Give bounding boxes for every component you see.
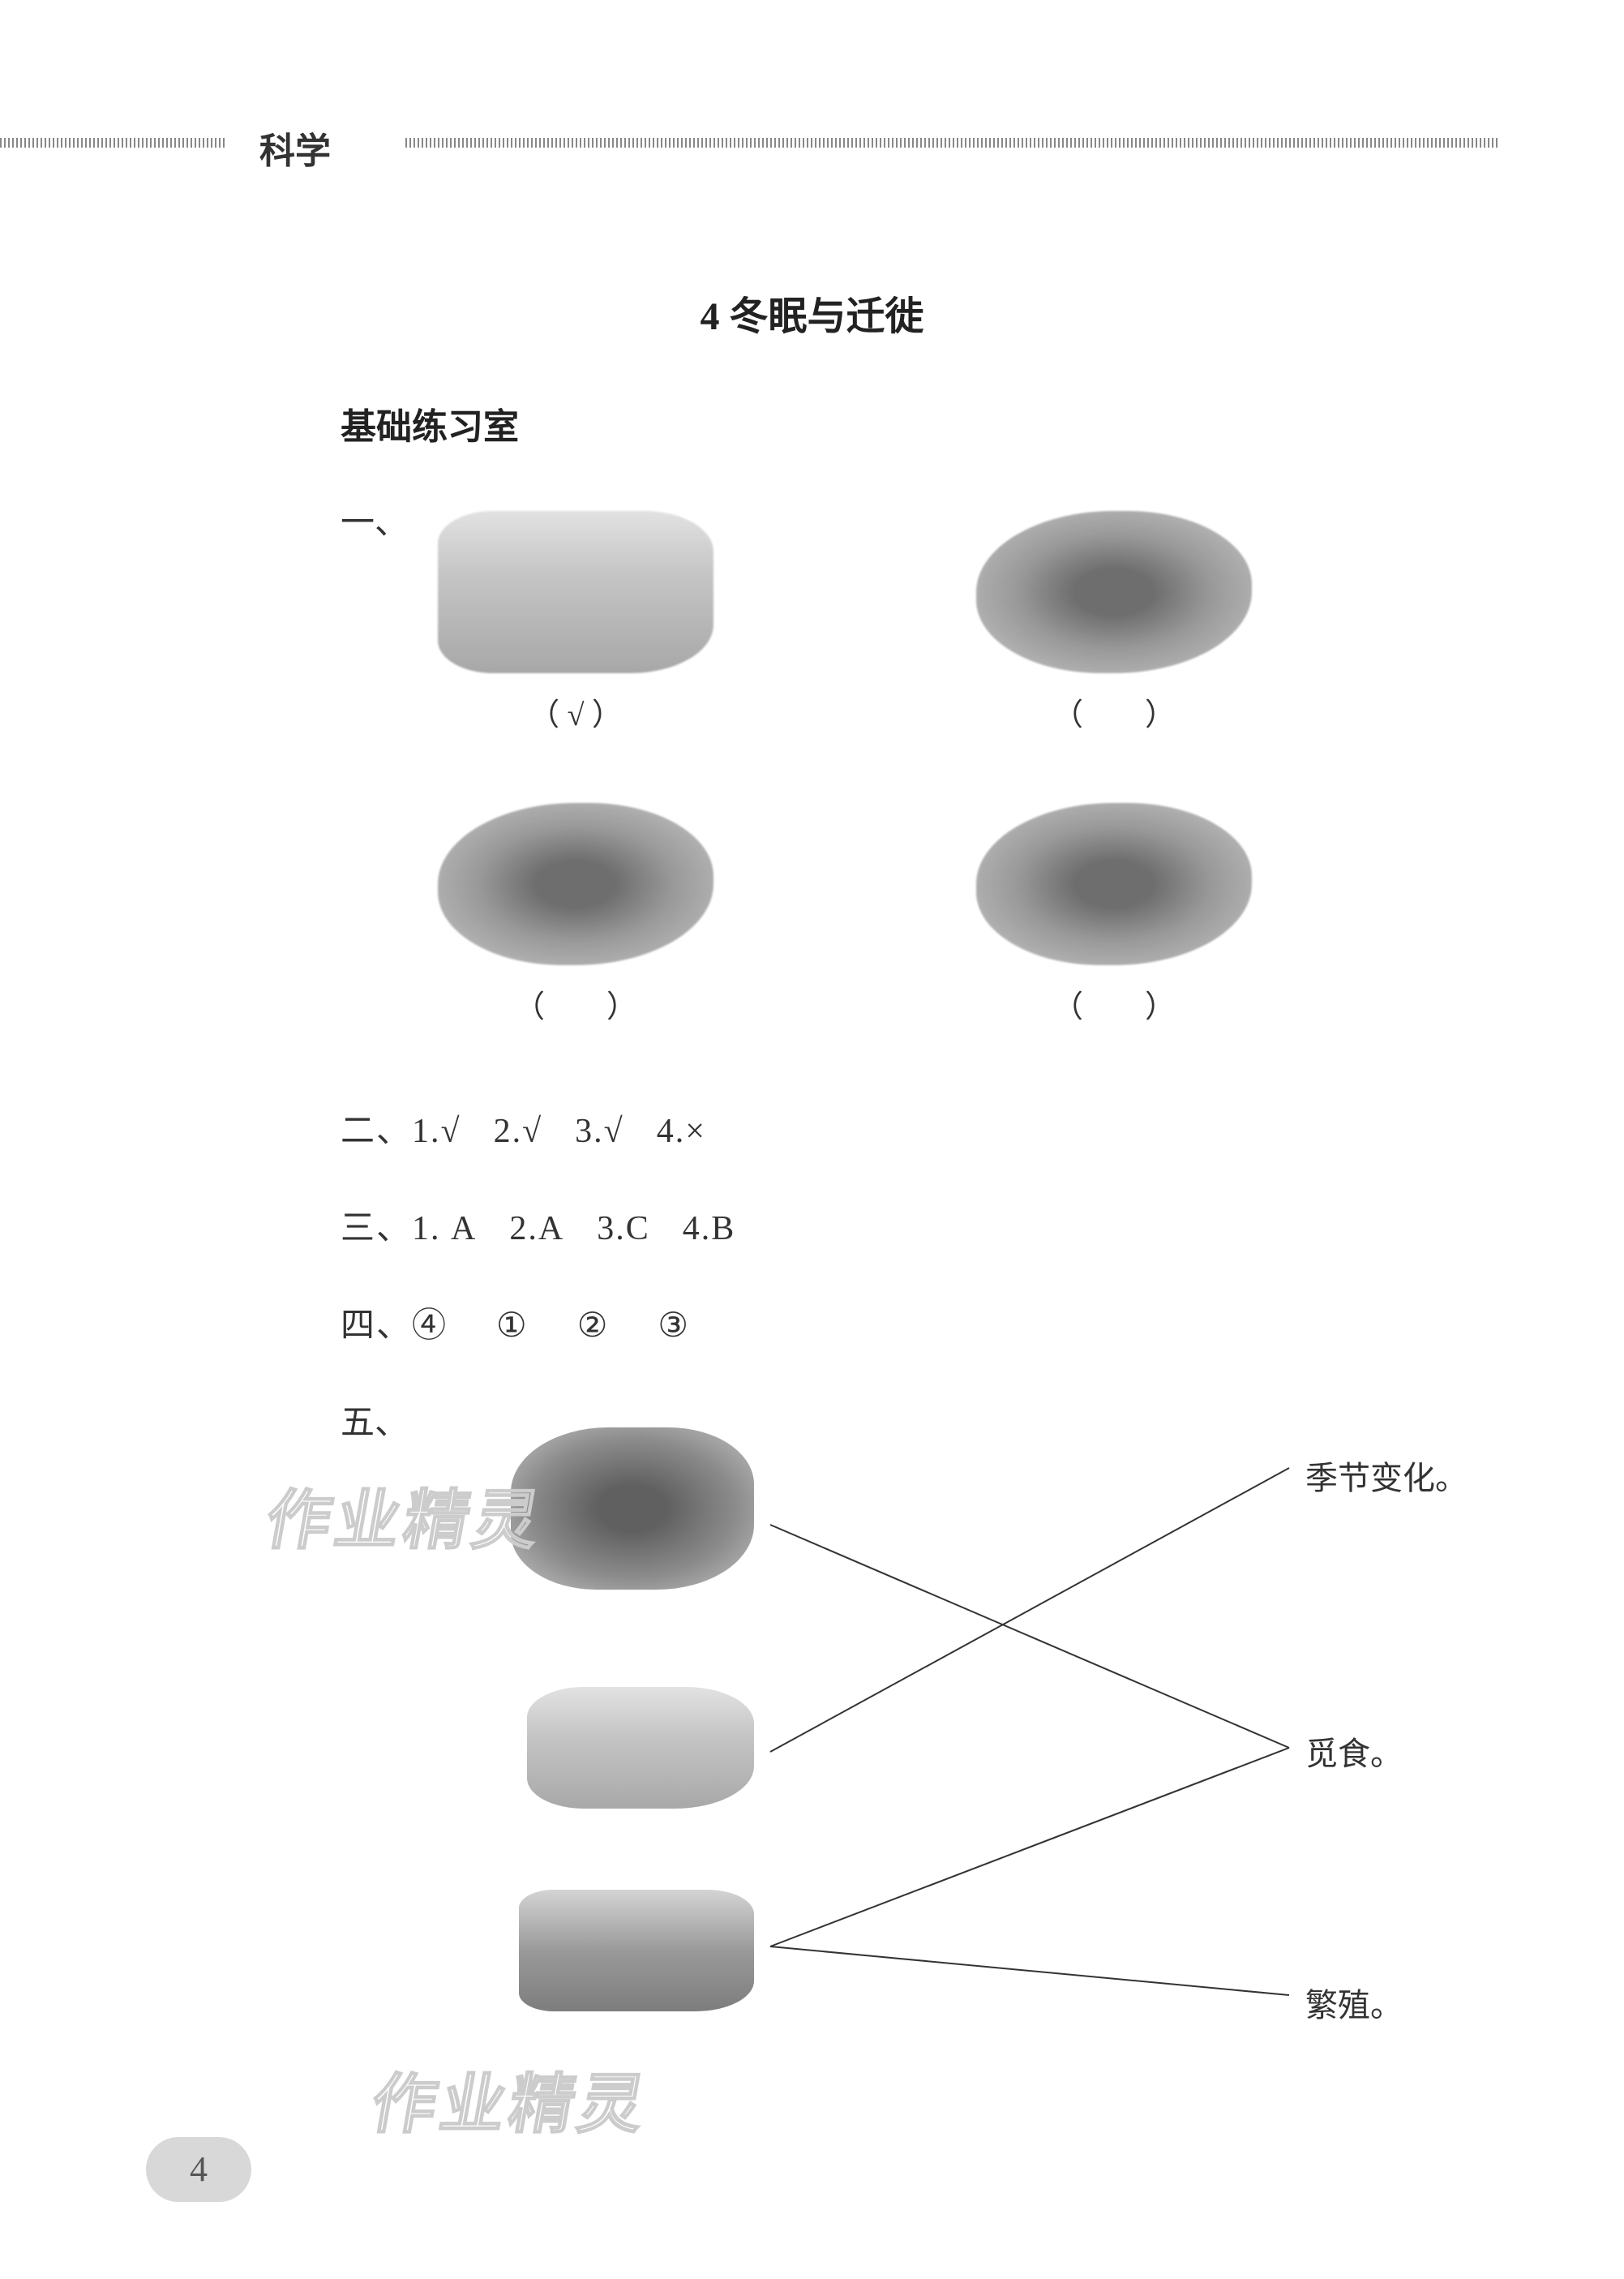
q1-image-animal: [976, 803, 1252, 965]
q2-a4: 4.×: [657, 1113, 706, 1150]
page-number: 4: [146, 2137, 251, 2202]
header-decoration: 科学: [0, 130, 1624, 154]
q5-label: 五、: [341, 1395, 409, 1444]
q1-row1: （ √ ） （ ）: [422, 511, 1395, 738]
q1-answer-2: （ ）: [960, 689, 1268, 734]
q4-a1: ④: [412, 1307, 448, 1345]
q2-a3: 3.√: [575, 1113, 624, 1150]
q4-a2: ①: [496, 1307, 529, 1345]
subject-label: 科学: [259, 122, 331, 174]
q4-a4: ③: [658, 1307, 690, 1345]
q5-option-2: 觅食。: [1305, 1727, 1403, 1775]
q2-a2: 2.√: [494, 1113, 543, 1150]
q5-option-1: 季节变化。: [1305, 1452, 1468, 1499]
q1-row2: （ ） （ ）: [422, 803, 1395, 1030]
q4-a3: ②: [577, 1307, 610, 1345]
q1-image-frog: [976, 511, 1252, 673]
q1-image-nest: [438, 803, 713, 965]
q1-label: 一、: [341, 495, 409, 544]
q5-option-3: 繁殖。: [1305, 1979, 1403, 2026]
q2-a1: 1.√: [412, 1113, 461, 1150]
chapter-number: 4: [700, 295, 719, 338]
header-hatch-left: [0, 138, 227, 148]
q2-label: 二、: [341, 1113, 412, 1150]
chapter-title: 4 冬眠与迁徙: [0, 284, 1624, 341]
chapter-title-text: 冬眠与迁徙: [729, 295, 923, 338]
q5-image-2: [527, 1687, 754, 1809]
q3-label: 三、: [341, 1210, 412, 1247]
q1-image-box-4: （ ）: [960, 803, 1268, 1026]
q5-matching-area: 季节变化。 觅食。 繁殖。: [478, 1427, 1532, 2076]
q3-a1: 1. A: [412, 1210, 477, 1247]
q4-label: 四、: [341, 1307, 412, 1345]
q1-image-box-3: （ ）: [422, 803, 730, 1026]
q1-image-box-1: （ √ ）: [422, 511, 730, 734]
q1-image-birds: [438, 511, 713, 673]
q1-answer-3: （ ）: [422, 981, 730, 1026]
section-title: 基础练习室: [341, 397, 519, 449]
watermark-2: 作业精灵: [365, 2052, 657, 2146]
header-hatch-right: [405, 138, 1500, 148]
watermark-1: 作业精灵: [259, 1468, 551, 1562]
q4-line: 四、④ ① ② ③: [341, 1298, 690, 1347]
q3-a3: 3.C: [597, 1210, 650, 1247]
q3-a2: 2.A: [509, 1210, 564, 1247]
q3-a4: 4.B: [683, 1210, 736, 1247]
q3-line: 三、1. A 2.A 3.C 4.B: [341, 1200, 735, 1250]
q5-image-3: [519, 1890, 754, 2011]
q1-image-box-2: （ ）: [960, 511, 1268, 734]
q1-answer-1: （ √ ）: [422, 689, 730, 734]
q2-line: 二、1.√ 2.√ 3.√ 4.×: [341, 1103, 706, 1152]
q1-answer-4: （ ）: [960, 981, 1268, 1026]
q5-image-1: [511, 1427, 754, 1590]
